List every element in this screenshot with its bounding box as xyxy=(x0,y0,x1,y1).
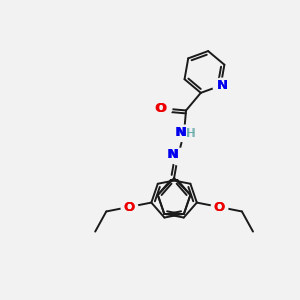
Text: O: O xyxy=(214,200,225,214)
Text: N: N xyxy=(217,79,228,92)
Text: O: O xyxy=(214,200,225,214)
Text: O: O xyxy=(123,200,134,214)
Text: N: N xyxy=(175,126,186,139)
Text: H: H xyxy=(186,127,195,140)
Text: O: O xyxy=(123,200,134,214)
Text: N: N xyxy=(168,148,179,161)
Text: N: N xyxy=(216,79,227,92)
Text: H: H xyxy=(187,127,196,140)
Text: N: N xyxy=(167,148,178,161)
Text: O: O xyxy=(155,102,166,115)
Text: O: O xyxy=(154,102,166,115)
Text: N: N xyxy=(176,126,187,139)
